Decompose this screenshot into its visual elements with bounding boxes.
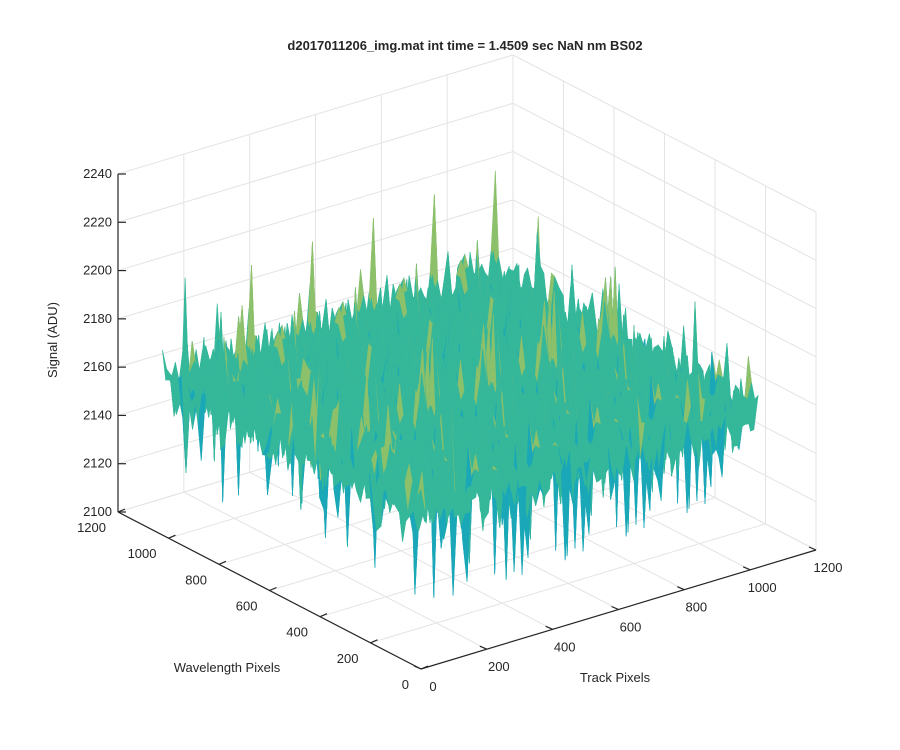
back-wall-grid-line — [117, 151, 514, 272]
side-wall-grid-line — [512, 151, 817, 310]
back-wall-grid-line — [117, 102, 514, 223]
floor-grid-line — [319, 497, 716, 618]
floor-grid-line — [370, 523, 766, 644]
back-wall-grid-line — [117, 199, 514, 320]
chart-title: d2017011206_img.mat int time = 1.4509 se… — [287, 38, 642, 53]
surface-mesh — [162, 170, 759, 598]
back-wall-grid-line — [117, 54, 514, 175]
side-wall-grid-line — [512, 102, 817, 261]
side-wall-grid-line — [512, 199, 817, 358]
side-wall-grid-line — [512, 54, 817, 213]
side-wall-grid-line — [512, 247, 817, 406]
